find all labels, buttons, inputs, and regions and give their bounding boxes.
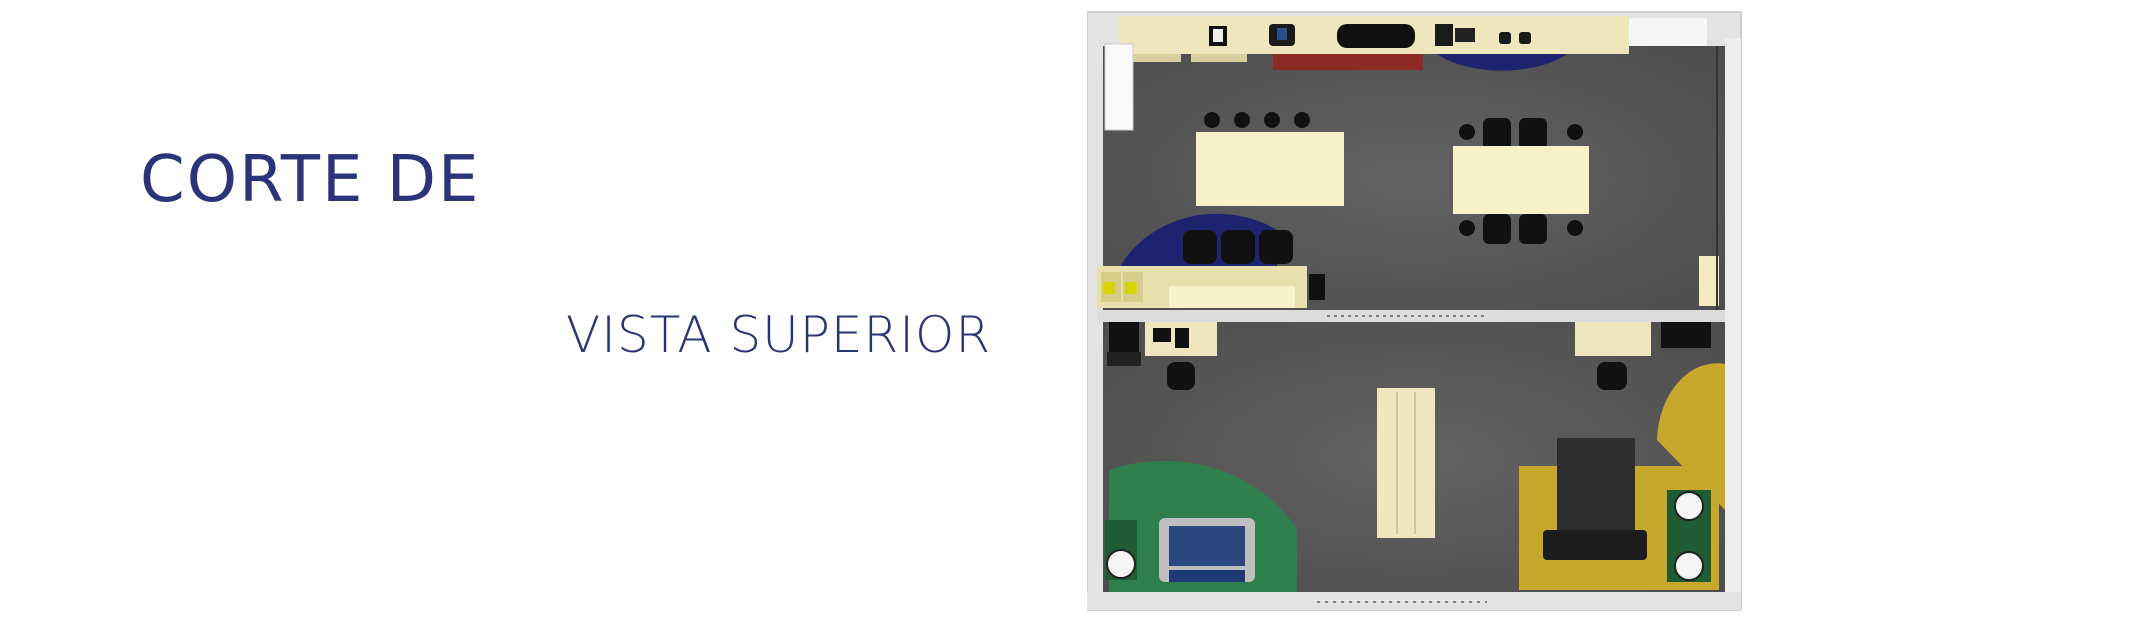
table-icon [1453, 118, 1589, 244]
sofa-icon [1337, 24, 1415, 48]
page-subtitle: VISTA SUPERIOR [566, 306, 992, 364]
table-icon [1377, 388, 1435, 538]
page-title: CORTE DE [140, 143, 481, 217]
table-icon [1196, 112, 1344, 206]
rug-icon [1273, 54, 1423, 70]
desk-icon [1575, 322, 1651, 356]
floor-plan [1087, 10, 1747, 614]
rug-icon [1437, 54, 1567, 71]
